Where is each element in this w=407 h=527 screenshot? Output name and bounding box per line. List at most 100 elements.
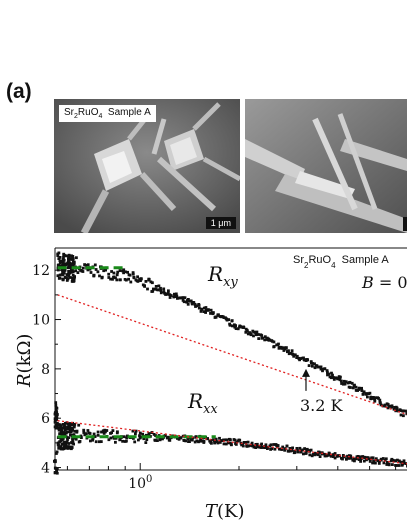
data-point: [371, 397, 375, 400]
data-point: [131, 272, 135, 276]
sem-micrograph-tilted-icon: [245, 99, 407, 233]
data-point: [105, 429, 109, 432]
data-point: [371, 456, 375, 460]
data-point: [69, 257, 73, 260]
data-point: [126, 434, 129, 438]
data-point: [377, 462, 381, 465]
data-point: [173, 292, 176, 296]
data-point: [80, 436, 83, 439]
data-point: [67, 436, 71, 439]
data-point: [91, 436, 95, 440]
data-point: [197, 303, 201, 307]
data-point: [256, 333, 260, 336]
data-point: [151, 281, 154, 285]
data-point: [277, 342, 280, 346]
data-point: [287, 352, 291, 356]
data-point: [57, 263, 61, 267]
data-point: [65, 446, 69, 450]
data-point: [365, 456, 369, 460]
data-point: [72, 423, 76, 427]
data-point: [244, 441, 248, 444]
data-point: [350, 381, 354, 385]
data-point: [54, 404, 58, 407]
data-point: [234, 443, 238, 446]
data-point: [66, 260, 70, 264]
data-point: [177, 437, 181, 440]
data-point: [77, 423, 81, 427]
data-point: [207, 309, 210, 312]
data-point: [302, 356, 305, 360]
data-point: [323, 454, 327, 458]
data-point: [134, 429, 138, 433]
x-axis-label: T(K): [205, 501, 245, 522]
arrow-label: 3.2 K: [300, 396, 344, 415]
data-point: [199, 310, 203, 313]
data-point: [66, 277, 70, 281]
data-point: [65, 430, 69, 434]
data-point: [249, 333, 253, 337]
data-point: [200, 308, 204, 311]
data-point: [179, 436, 183, 440]
y-tick-label: 4: [41, 461, 50, 477]
data-point: [122, 271, 125, 275]
data-point: [81, 270, 85, 273]
data-point: [360, 386, 363, 390]
data-point: [377, 397, 380, 400]
data-point: [290, 449, 294, 452]
data-point: [318, 450, 321, 454]
data-point: [74, 269, 78, 273]
data-point: [58, 432, 61, 436]
data-point: [327, 372, 331, 376]
data-point: [373, 398, 377, 401]
data-point: [222, 316, 226, 319]
data-point: [54, 414, 58, 418]
data-point: [159, 289, 163, 292]
data-point: [126, 270, 129, 274]
data-point: [89, 439, 92, 443]
data-point: [329, 454, 333, 458]
data-point: [263, 446, 267, 449]
data-point: [297, 356, 301, 360]
y-tick-label: 8: [41, 362, 50, 378]
data-point: [60, 264, 64, 268]
rxx-label: Rxx: [187, 389, 218, 417]
data-point: [168, 437, 171, 441]
data-point: [290, 349, 294, 353]
data-point: [157, 284, 161, 288]
data-point: [396, 458, 399, 462]
data-point: [245, 444, 248, 447]
panel-label: (a): [6, 80, 32, 103]
data-point: [255, 333, 258, 337]
data-point: [156, 288, 160, 292]
sem-image-right: [245, 99, 407, 233]
data-point: [313, 366, 317, 370]
data-point: [65, 279, 69, 282]
data-point: [116, 270, 120, 274]
data-point: [323, 367, 327, 371]
data-point: [139, 279, 142, 282]
data-point: [255, 330, 259, 334]
data-point: [214, 437, 218, 441]
data-point: [66, 438, 69, 442]
data-point: [59, 429, 63, 433]
data-point: [115, 278, 119, 282]
data-point: [374, 396, 377, 400]
data-point: [368, 391, 372, 395]
data-point: [103, 428, 107, 432]
data-point: [310, 364, 314, 368]
data-point: [159, 286, 162, 290]
data-point: [349, 454, 353, 458]
data-point: [69, 428, 72, 432]
data-point: [81, 266, 85, 270]
data-point: [344, 380, 348, 384]
data-point: [187, 298, 190, 301]
data-point: [195, 304, 198, 308]
data-point: [67, 263, 71, 267]
data-point: [53, 471, 57, 474]
data-point: [311, 362, 314, 365]
data-point: [319, 365, 323, 369]
data-point: [250, 441, 254, 445]
data-point: [359, 455, 362, 459]
data-point: [159, 291, 163, 295]
